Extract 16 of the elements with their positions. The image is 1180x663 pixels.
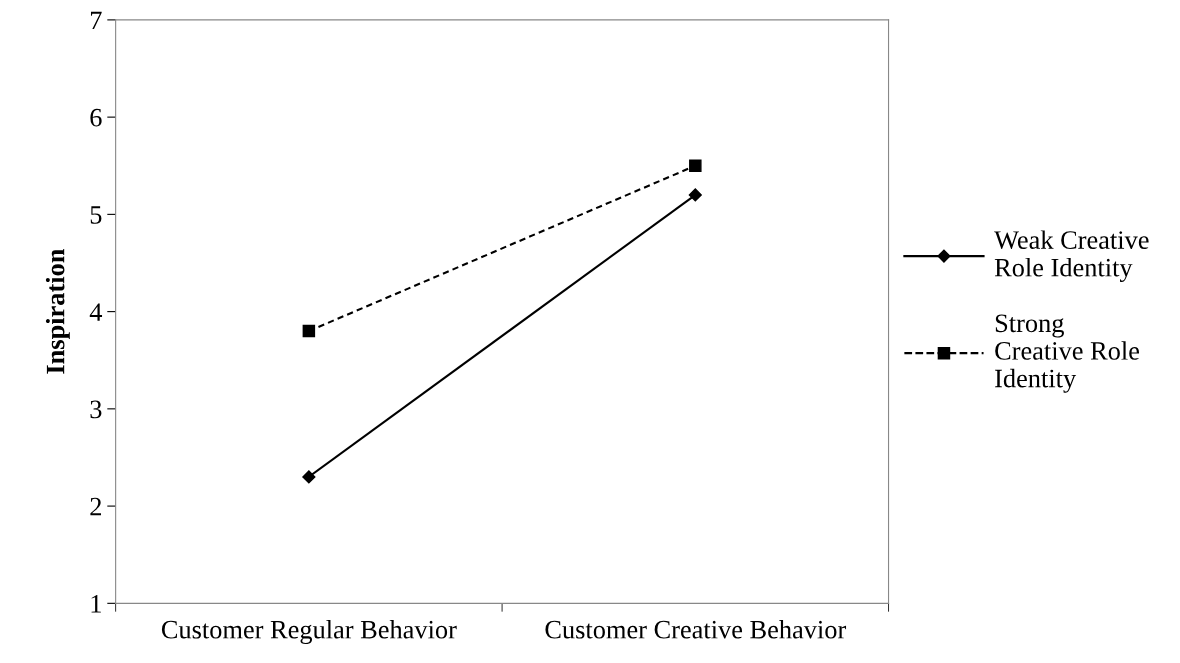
y-tick-label: 5: [90, 206, 102, 224]
legend-label: Strong Creative Role Identity: [995, 314, 1139, 393]
y-tick-label: 2: [90, 497, 101, 516]
y-tick-label: 1: [91, 595, 101, 613]
point: [302, 324, 316, 338]
x-tick-label: Customer Creative Behavior: [545, 620, 847, 639]
y-tick-label: 6: [90, 108, 102, 127]
y-tick-label: 4: [89, 303, 103, 321]
point: [302, 470, 316, 484]
point: [688, 188, 702, 202]
y-tick-label: 3: [90, 400, 102, 419]
y-axis-title: Inspiration: [45, 248, 70, 374]
x-tick-label: Customer Regular Behavior: [161, 620, 457, 644]
y-tick-label: 7: [90, 11, 102, 30]
legend-label: Weak Creative Role Identity: [994, 230, 1149, 282]
point: [689, 159, 702, 173]
